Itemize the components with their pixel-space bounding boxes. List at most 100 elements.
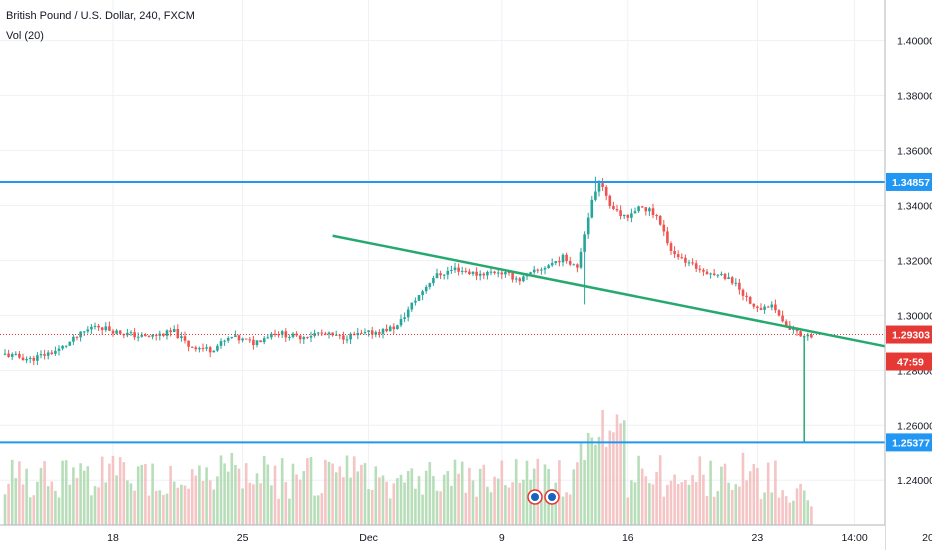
candle-body — [792, 328, 795, 330]
candle-body — [129, 332, 133, 334]
volume-bar — [190, 469, 194, 525]
price-tick-label: 1.40000 — [897, 36, 932, 48]
candle-body — [684, 257, 687, 263]
horizontal-line-price-tag — [886, 433, 932, 452]
volume-bar — [709, 460, 712, 525]
horizontal-line-price-tag — [886, 172, 932, 191]
candle-body — [324, 333, 327, 335]
volume-bar — [655, 471, 658, 525]
volume-bar — [676, 483, 680, 525]
volume-bar — [21, 484, 25, 525]
volume-bar — [702, 474, 705, 525]
candle-body — [738, 282, 741, 290]
candle-body — [514, 278, 518, 280]
candle-body — [644, 207, 648, 212]
candle-body — [428, 283, 432, 287]
volume-bar — [633, 482, 637, 525]
candle-body — [540, 269, 543, 271]
volume-bar — [489, 492, 493, 525]
candle-body — [259, 340, 262, 343]
candle-body — [745, 295, 748, 297]
volume-bar — [601, 410, 604, 525]
candle-body — [712, 273, 716, 275]
candle-body — [54, 350, 57, 354]
volume-bar — [432, 476, 435, 525]
candle-body — [446, 270, 450, 275]
symbol-legend[interactable]: British Pound / U.S. Dollar, 240, FXCM — [6, 10, 195, 22]
candle-body — [770, 304, 774, 308]
candle-body — [489, 271, 493, 273]
price-tick-label: 1.38000 — [897, 91, 932, 103]
volume-legend[interactable]: Vol (20) — [6, 30, 44, 42]
candle-body — [288, 336, 291, 338]
volume-bar — [46, 486, 50, 525]
volume-bar — [637, 455, 640, 525]
volume-bar — [115, 475, 118, 525]
candle-body — [180, 336, 183, 339]
volume-bar — [464, 492, 468, 525]
candle-body — [100, 327, 104, 331]
volume-bar — [424, 470, 428, 525]
volume-bar — [576, 462, 579, 525]
candle-body — [421, 291, 424, 296]
horizontal-line-price-tag-text: 1.34857 — [892, 177, 930, 189]
volume-bar — [792, 500, 795, 525]
volume-bar — [10, 459, 14, 525]
volume-bar — [468, 467, 471, 525]
volume-bar — [586, 432, 590, 525]
price-axis[interactable]: 1.240001.260001.280001.300001.320001.340… — [884, 0, 932, 550]
volume-bar — [252, 484, 255, 525]
volume-bar — [651, 484, 655, 525]
volume-bar — [759, 499, 763, 525]
volume-bar — [439, 491, 442, 525]
candle-body — [295, 333, 298, 336]
price-tick-label: 1.36000 — [897, 146, 932, 158]
candle-body — [230, 336, 234, 338]
candle-body — [727, 277, 730, 279]
volume-bar — [583, 459, 586, 525]
volume-bar — [741, 452, 745, 525]
candle-body — [734, 282, 738, 284]
volume-bar — [223, 463, 226, 525]
volume-bar — [572, 469, 576, 525]
flag-icon-inner — [531, 493, 539, 501]
volume-bar — [93, 486, 97, 525]
candle-body — [223, 340, 226, 342]
volume-bar — [388, 498, 392, 525]
candle-body — [594, 191, 597, 200]
volume-bar — [86, 466, 90, 525]
volume-bar — [608, 430, 612, 525]
candlestick-series — [3, 176, 813, 366]
event-markers[interactable] — [527, 489, 560, 505]
candle-body — [241, 338, 244, 341]
candle-body — [414, 300, 417, 303]
candle-body — [457, 267, 460, 272]
time-tick-label: 2020 — [922, 532, 932, 544]
candle-body — [640, 206, 644, 208]
volume-bar — [241, 488, 244, 525]
candle-body — [64, 345, 68, 347]
candle-body — [669, 243, 673, 251]
candle-body — [50, 352, 54, 354]
volume-bar — [216, 476, 219, 525]
candle-body — [720, 273, 723, 275]
candle-body — [208, 347, 212, 353]
volume-bar — [176, 487, 180, 525]
volume-bar — [266, 464, 270, 525]
candle-body — [316, 332, 320, 334]
candle-body — [169, 330, 172, 333]
volume-bar — [262, 455, 266, 525]
candle-body — [705, 271, 709, 275]
candle-body — [306, 337, 309, 339]
candle-body — [46, 352, 50, 356]
candle-body — [550, 263, 554, 266]
time-tick-label: 14:00 — [841, 532, 867, 544]
candle-body — [576, 264, 579, 268]
candle-body — [68, 341, 72, 346]
volume-bar — [39, 467, 43, 525]
volume-bar — [756, 467, 759, 525]
volume-bar — [280, 458, 284, 525]
candle-body — [774, 304, 777, 311]
